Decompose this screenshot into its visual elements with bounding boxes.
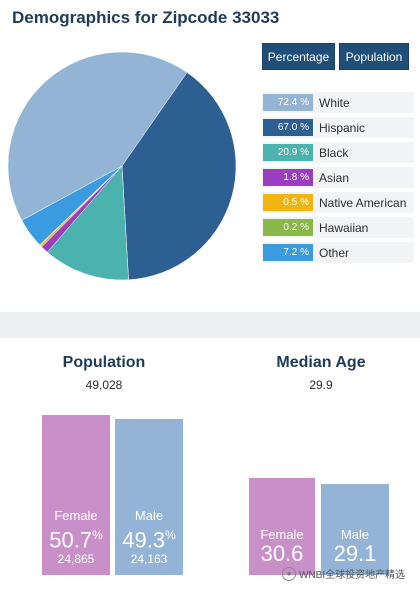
legend-label: Other <box>319 245 350 260</box>
legend-swatch: 20.9 % <box>263 144 313 161</box>
population-male-label: Male <box>134 508 164 523</box>
legend-swatch: 7.2 % <box>263 244 313 261</box>
legend-label: Hawaiian <box>319 220 369 235</box>
population-total: 49,028 <box>85 378 123 392</box>
watermark-text: WNBI全球投资地产精选 <box>299 570 406 581</box>
median-age-male-label: Male <box>340 527 370 542</box>
population-male-percent: 49.3% <box>122 527 176 553</box>
bottom-panel: Population 49,028 Median Age 29.9 Female… <box>0 338 420 593</box>
percentage-toggle-button[interactable]: Percentage <box>262 43 335 70</box>
pie-slice-hispanic <box>121 72 237 281</box>
population-toggle-button[interactable]: Population <box>339 43 409 70</box>
section-divider <box>0 312 420 338</box>
median-age-title: Median Age <box>276 354 366 371</box>
legend-swatch: 0.2 % <box>263 219 313 236</box>
median-age-female-label: Female <box>260 527 304 542</box>
legend-item: 7.2 % Other <box>262 242 414 263</box>
pie-slice-white <box>7 51 188 221</box>
legend-swatch: 72.4 % <box>263 94 313 111</box>
legend-item: 67.0 % Hispanic <box>262 117 414 138</box>
pie-slice-other <box>21 165 123 246</box>
legend-item: 0.2 % Hawaiian <box>262 217 414 238</box>
population-female-bar: Female 50.7% 24,865 <box>42 415 110 575</box>
population-male-count: 24,163 <box>130 552 168 567</box>
median-age-female-bar: Female 30.6 <box>249 478 315 575</box>
population-male-bar: Male 49.3% 24,163 <box>115 419 183 575</box>
demographics-pie-chart <box>7 51 237 281</box>
watermark: ● WNBI全球投资地产精选 <box>282 566 405 581</box>
legend-item: 72.4 % White <box>262 92 414 113</box>
median-age-female-value: 30.6 <box>260 541 304 566</box>
legend-label: Hispanic <box>319 120 366 135</box>
legend-label: Native American <box>319 195 407 210</box>
population-female-label: Female <box>54 508 98 523</box>
legend-item: 20.9 % Black <box>262 142 414 163</box>
legend-label: Black <box>319 145 349 160</box>
legend-swatch: 67.0 % <box>263 119 313 136</box>
population-female-percent: 50.7% <box>49 527 103 553</box>
population-title: Population <box>62 354 146 371</box>
legend-item: 0.5 % Native American <box>262 192 414 213</box>
pie-slice-black <box>46 165 129 281</box>
page-title: Demographics for Zipcode 33033 <box>12 8 280 27</box>
legend-item: 1.8 % Asian <box>262 167 414 188</box>
legend-label: White <box>319 95 350 110</box>
median-age-overall: 29.9 <box>309 378 333 392</box>
median-age-male-bar: Male 29.1 <box>321 484 389 575</box>
legend-swatch: 1.8 % <box>263 169 313 186</box>
pie-legend: 72.4 % White 67.0 % Hispanic 20.9 % Black 1.8 … <box>262 92 414 267</box>
wechat-icon: ● <box>282 566 296 581</box>
legend-label: Asian <box>319 170 350 185</box>
population-female-count: 24,865 <box>57 552 95 567</box>
median-age-male-value: 29.1 <box>333 541 377 566</box>
legend-swatch: 0.5 % <box>263 194 313 211</box>
